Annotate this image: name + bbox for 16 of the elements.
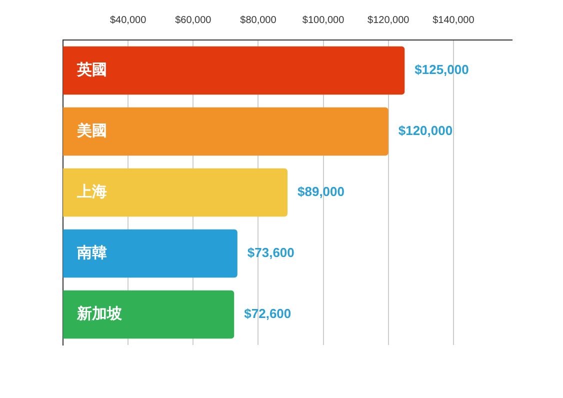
y-tick-label: 新加坡 (76, 304, 123, 322)
x-tick-label: $120,000 (368, 14, 410, 26)
data-label: $89,000 (298, 184, 344, 200)
y-tick-label: 英國 (76, 60, 107, 78)
x-tick-label: $60,000 (175, 14, 212, 26)
y-tick-label: 上海 (76, 182, 107, 200)
data-label: $73,600 (247, 245, 294, 260)
x-tick-label: $40,000 (110, 14, 147, 26)
data-label: $120,000 (398, 123, 453, 138)
data-label: $125,000 (414, 62, 469, 78)
x-tick-label: $100,000 (302, 14, 345, 26)
data-label: $72,600 (244, 306, 292, 322)
x-tick-label: $140,000 (432, 14, 475, 26)
y-tick-label: 美國 (76, 121, 107, 140)
y-tick-label: 南韓 (76, 243, 107, 262)
x-tick-label: $80,000 (240, 14, 277, 26)
